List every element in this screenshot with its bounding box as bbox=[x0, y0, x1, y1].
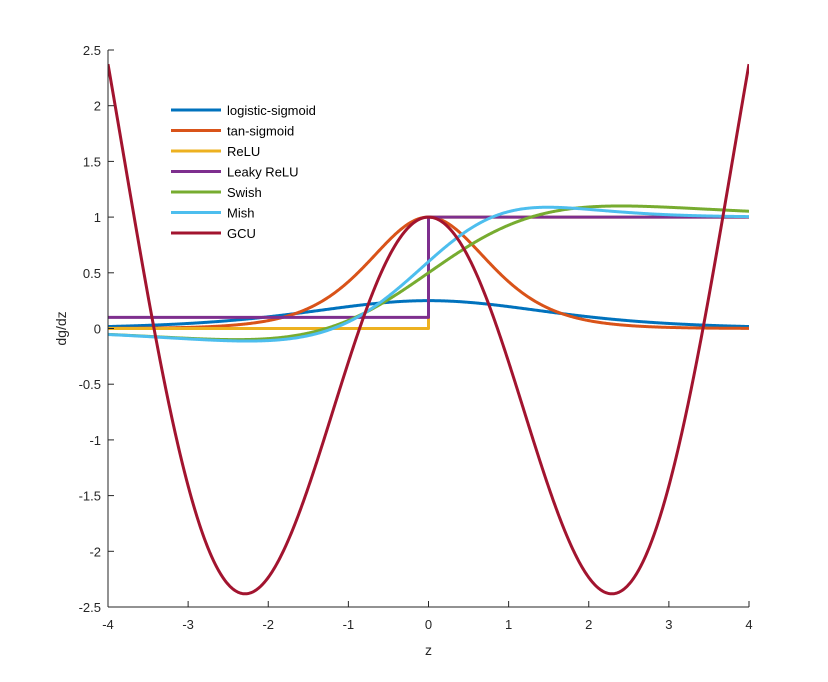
legend-label: Swish bbox=[227, 185, 262, 200]
x-tick-label: 3 bbox=[665, 617, 672, 632]
series-line-leaky-relu bbox=[108, 215, 749, 319]
y-tick-label: -1 bbox=[89, 433, 101, 448]
x-tick-label: 0 bbox=[425, 617, 432, 632]
series-line-mish bbox=[108, 205, 749, 343]
legend-label: ReLU bbox=[227, 144, 260, 159]
x-tick-label: 1 bbox=[505, 617, 512, 632]
legend-item: Swish bbox=[171, 185, 262, 200]
legend-label: GCU bbox=[227, 226, 256, 241]
plot-area bbox=[108, 63, 749, 596]
y-tick-label: 0.5 bbox=[83, 266, 101, 281]
y-tick-label: -2.5 bbox=[79, 600, 101, 615]
x-tick-label: -2 bbox=[262, 617, 274, 632]
axes: -4 -3 -2 -1 0 1 2 3 4 -2.5 -2 -1.5 -1 -0.5 0 0.5 1 1.5 2 2.… bbox=[79, 43, 753, 632]
x-tick-label: 4 bbox=[745, 617, 752, 632]
x-tick-label: 2 bbox=[585, 617, 592, 632]
y-tick-label: 0 bbox=[94, 322, 101, 337]
legend-label: tan-sigmoid bbox=[227, 124, 294, 139]
y-tick-label: 1.5 bbox=[83, 154, 101, 169]
x-axis-label: z bbox=[425, 642, 432, 658]
legend-item: tan-sigmoid bbox=[171, 124, 294, 139]
legend-label: Leaky ReLU bbox=[227, 165, 299, 180]
x-tick-label: -3 bbox=[182, 617, 194, 632]
series-line-gcu bbox=[108, 63, 749, 596]
x-tick-label: -1 bbox=[343, 617, 355, 632]
y-tick-label: -2 bbox=[89, 544, 101, 559]
y-tick-label: 1 bbox=[94, 210, 101, 225]
x-tick-label: -4 bbox=[102, 617, 114, 632]
y-tick-label: -1.5 bbox=[79, 489, 101, 504]
y-tick-label: 2.5 bbox=[83, 43, 101, 58]
legend-item: Leaky ReLU bbox=[171, 165, 299, 180]
legend-item: GCU bbox=[171, 226, 256, 241]
legend-item: logistic-sigmoid bbox=[171, 103, 316, 118]
series-lines bbox=[108, 63, 749, 596]
legend-label: logistic-sigmoid bbox=[227, 103, 316, 118]
legend-item: ReLU bbox=[171, 144, 260, 159]
y-tick-label: -0.5 bbox=[79, 377, 101, 392]
legend-label: Mish bbox=[227, 206, 254, 221]
y-tick-label: 2 bbox=[94, 99, 101, 114]
y-axis-label: dg/dz bbox=[53, 311, 69, 345]
legend-item: Mish bbox=[171, 206, 254, 221]
legend: logistic-sigmoid tan-sigmoid ReLU Leaky ReL… bbox=[171, 103, 316, 241]
